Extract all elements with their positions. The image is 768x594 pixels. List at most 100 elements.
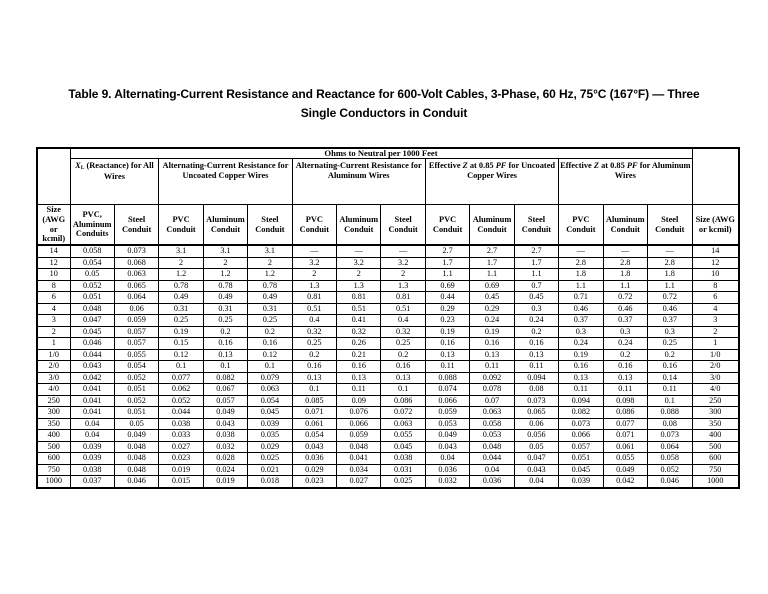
- value-cell: 0.072: [380, 406, 426, 419]
- value-cell: 0.16: [469, 337, 515, 350]
- value-cell: 0.19: [424, 325, 471, 338]
- value-cell: 0.049: [113, 429, 160, 442]
- value-cell: 0.41: [336, 314, 382, 327]
- value-cell: 0.81: [336, 291, 382, 304]
- value-cell: 0.13: [380, 371, 426, 384]
- value-cell: 0.043: [424, 440, 471, 453]
- value-cell: 0.053: [424, 417, 471, 430]
- value-cell: 0.077: [158, 371, 204, 384]
- value-cell: 0.039: [69, 452, 115, 465]
- value-cell: 0.46: [558, 302, 604, 315]
- table-row: 12 0.054 0.068 2 2 2 3.2 3.2 3.2 1.7 1.7 1.7 2.8 2.8 2…: [36, 256, 740, 269]
- value-cell: 3.1: [202, 244, 249, 258]
- table-row: 400 0.04 0.049 0.033 0.038 0.035 0.054 0.059 0.0…: [36, 429, 740, 442]
- value-cell: 0.7: [513, 279, 560, 292]
- value-cell: 0.062: [158, 383, 204, 396]
- size-cell: 2/0: [36, 360, 71, 373]
- value-cell: 0.78: [202, 279, 249, 292]
- value-cell: 2: [336, 268, 382, 281]
- value-cell: 0.11: [513, 360, 560, 373]
- value-cell: 0.12: [158, 348, 204, 361]
- value-cell: 0.033: [158, 429, 204, 442]
- value-cell: 0.098: [602, 394, 648, 407]
- value-cell: 0.46: [646, 302, 693, 315]
- value-cell: 0.3: [646, 325, 693, 338]
- value-cell: 0.082: [558, 406, 604, 419]
- value-cell: 0.31: [247, 302, 293, 315]
- value-cell: 0.19: [469, 325, 515, 338]
- value-cell: 0.16: [424, 337, 471, 350]
- value-cell: 0.063: [469, 406, 515, 419]
- value-cell: 0.076: [336, 406, 382, 419]
- value-cell: 0.44: [424, 291, 471, 304]
- value-cell: 1.3: [380, 279, 426, 292]
- value-cell: 0.07: [469, 394, 515, 407]
- value-cell: 0.08: [513, 383, 560, 396]
- value-cell: 2: [202, 256, 249, 269]
- value-cell: 0.25: [202, 314, 249, 327]
- value-cell: 0.49: [247, 291, 293, 304]
- value-cell: 0.032: [202, 440, 249, 453]
- value-cell: 3.2: [336, 256, 382, 269]
- table-header: Ohms to Neutral per 1000 Feet XL (Reacta…: [36, 147, 740, 246]
- size-cell: 4/0: [36, 383, 71, 396]
- value-cell: —: [291, 244, 338, 258]
- value-cell: 0.042: [602, 475, 648, 488]
- column-header-cell: Aluminum Conduit: [602, 204, 648, 246]
- value-cell: 0.72: [646, 291, 693, 304]
- value-cell: 0.052: [113, 394, 160, 407]
- value-cell: 0.071: [291, 406, 338, 419]
- size-cell: 350: [691, 417, 740, 430]
- size-cell: 3: [691, 314, 740, 327]
- size-cell: 14: [36, 244, 71, 258]
- table-row: 600 0.039 0.048 0.023 0.028 0.025 0.036 0.041 0.…: [36, 452, 740, 465]
- group-header-cell: Effective Z at 0.85 PF for Aluminum Wire…: [558, 158, 693, 205]
- table-row: 1/0 0.044 0.055 0.12 0.13 0.12 0.2 0.21 0.2 0.13 0…: [36, 348, 740, 361]
- value-cell: 2.8: [558, 256, 604, 269]
- value-cell: 0.24: [558, 337, 604, 350]
- value-cell: 0.21: [336, 348, 382, 361]
- size-cell: 4/0: [691, 383, 740, 396]
- size-cell: 250: [36, 394, 71, 407]
- value-cell: 0.067: [202, 383, 249, 396]
- value-cell: 0.06: [113, 302, 160, 315]
- value-cell: 0.06: [513, 417, 560, 430]
- value-cell: 0.073: [513, 394, 560, 407]
- size-cell: 300: [36, 406, 71, 419]
- size-cell: 600: [36, 452, 71, 465]
- value-cell: 0.036: [424, 463, 471, 476]
- column-header-row: Size (AWG or kcmil) PVC, Aluminum Conduit…: [36, 204, 740, 246]
- value-cell: 0.32: [291, 325, 338, 338]
- value-cell: 0.31: [202, 302, 249, 315]
- value-cell: 0.052: [158, 394, 204, 407]
- value-cell: 2.8: [646, 256, 693, 269]
- table-row: 750 0.038 0.048 0.019 0.024 0.021 0.029 0.034 0.…: [36, 463, 740, 476]
- value-cell: 3.1: [247, 244, 293, 258]
- value-cell: 0.038: [158, 417, 204, 430]
- value-cell: 0.057: [113, 325, 160, 338]
- value-cell: 0.19: [158, 325, 204, 338]
- value-cell: 0.13: [558, 371, 604, 384]
- value-cell: 1.3: [336, 279, 382, 292]
- value-cell: 0.058: [69, 244, 115, 258]
- value-cell: 1.7: [469, 256, 515, 269]
- value-cell: 0.064: [646, 440, 693, 453]
- value-cell: 0.72: [602, 291, 648, 304]
- size-cell: 500: [36, 440, 71, 453]
- value-cell: 0.052: [113, 371, 160, 384]
- value-cell: 0.036: [291, 452, 338, 465]
- value-cell: 0.092: [469, 371, 515, 384]
- size-cell: 12: [691, 256, 740, 269]
- size-cell: 1: [691, 337, 740, 350]
- value-cell: 0.16: [202, 337, 249, 350]
- value-cell: 0.055: [602, 452, 648, 465]
- table-row: 4/0 0.041 0.051 0.062 0.067 0.063 0.1 0.11 0.1 0.…: [36, 383, 740, 396]
- value-cell: 1.1: [646, 279, 693, 292]
- value-cell: 0.051: [113, 383, 160, 396]
- value-cell: 0.045: [558, 463, 604, 476]
- value-cell: 0.051: [113, 406, 160, 419]
- value-cell: 0.19: [558, 348, 604, 361]
- spanning-header-row: Ohms to Neutral per 1000 Feet: [36, 147, 740, 205]
- value-cell: 0.028: [202, 452, 249, 465]
- value-cell: 0.038: [380, 452, 426, 465]
